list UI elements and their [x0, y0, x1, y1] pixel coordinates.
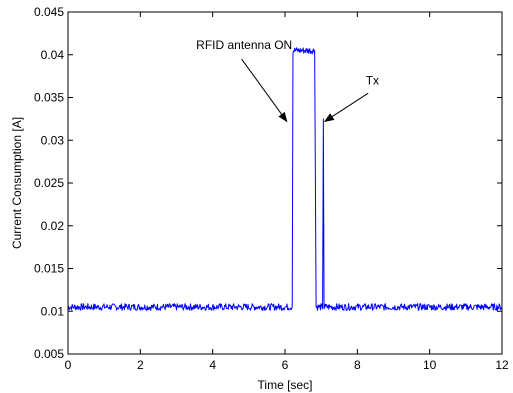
x-tick-label: 0 — [65, 358, 72, 372]
x-tick-label: 6 — [282, 358, 289, 372]
y-tick-label: 0.045 — [34, 5, 64, 19]
annotation-label: Tx — [366, 74, 379, 88]
y-tick-label: 0.035 — [34, 91, 64, 105]
x-tick-label: 8 — [354, 358, 361, 372]
x-tick-label: 12 — [495, 358, 509, 372]
y-tick-label: 0.015 — [34, 262, 64, 276]
x-tick-label: 10 — [423, 358, 437, 372]
x-axis-title: Time [sec] — [258, 378, 313, 392]
x-tick-label: 4 — [209, 358, 216, 372]
y-axis-title: Current Consumption [A] — [10, 117, 24, 249]
annotation-layer: RFID antenna ON Tx — [196, 38, 379, 123]
y-tick-label: 0.02 — [41, 219, 65, 233]
annotation-label: RFID antenna ON — [196, 38, 292, 52]
y-tick-label: 0.04 — [41, 48, 65, 62]
series-layer — [67, 47, 503, 311]
plot-frame — [67, 11, 503, 355]
y-tick-label: 0.01 — [41, 304, 65, 318]
y-tick-label: 0.03 — [41, 133, 65, 147]
plot-area — [68, 12, 502, 354]
annotation-arrow — [323, 92, 369, 122]
y-tick-label: 0.005 — [34, 347, 64, 361]
y-tick-label: 0.025 — [34, 176, 64, 190]
ticks-layer: 0 2 4 6 8 10 12 0.005 0.01 0.015 0.02 0.025 0.03 0.03… — [34, 5, 509, 372]
x-tick-label: 2 — [137, 358, 144, 372]
annotation-arrow — [241, 58, 288, 123]
series-line — [67, 47, 503, 311]
